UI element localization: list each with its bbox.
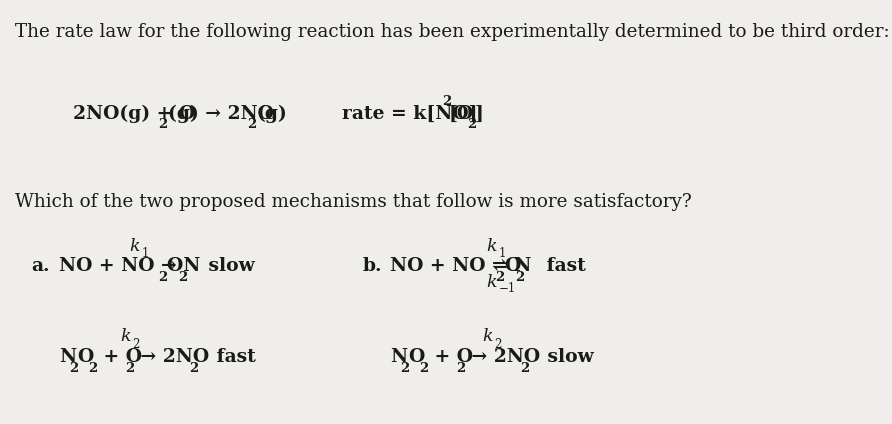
Text: O: O <box>78 348 94 365</box>
Text: O: O <box>504 257 520 275</box>
Text: NO + NO ⇌ N: NO + NO ⇌ N <box>390 257 532 275</box>
Text: 1: 1 <box>499 247 507 260</box>
Text: k: k <box>129 237 140 254</box>
Text: → 2NO: → 2NO <box>465 348 540 365</box>
Text: (g) → 2NO: (g) → 2NO <box>168 105 274 123</box>
Text: k: k <box>482 328 492 345</box>
Text: fast: fast <box>526 257 585 275</box>
Text: + O: + O <box>428 348 473 365</box>
Text: 2: 2 <box>126 362 135 375</box>
Text: O: O <box>408 348 425 365</box>
Text: + O: + O <box>97 348 142 365</box>
Text: 2: 2 <box>189 362 198 375</box>
Text: 2: 2 <box>457 362 466 375</box>
Text: Which of the two proposed mechanisms that follow is more satisfactory?: Which of the two proposed mechanisms tha… <box>15 193 692 211</box>
Text: 2: 2 <box>69 362 78 375</box>
Text: 2: 2 <box>132 338 140 351</box>
Text: 2NO(g) + O: 2NO(g) + O <box>73 105 195 123</box>
Text: The rate law for the following reaction has been experimentally determined to be: The rate law for the following reaction … <box>15 23 890 41</box>
Text: O: O <box>166 257 182 275</box>
Text: k: k <box>487 237 497 254</box>
Text: 2: 2 <box>400 362 409 375</box>
Text: 2: 2 <box>494 338 501 351</box>
Text: 2: 2 <box>88 362 97 375</box>
Text: 2: 2 <box>178 271 187 284</box>
Text: 2: 2 <box>516 271 524 284</box>
Text: ]: ] <box>475 105 483 123</box>
Text: rate = k[NO]: rate = k[NO] <box>342 105 477 123</box>
Text: 2: 2 <box>247 118 257 131</box>
Text: N: N <box>390 348 408 365</box>
Text: → 2NO: → 2NO <box>134 348 209 365</box>
Text: 2: 2 <box>467 118 476 131</box>
Text: NO + NO → N: NO + NO → N <box>59 257 201 275</box>
Text: 2: 2 <box>442 95 451 109</box>
Text: 2: 2 <box>496 271 505 284</box>
Text: k: k <box>120 328 130 345</box>
Text: N: N <box>59 348 77 365</box>
Text: 2: 2 <box>159 118 168 131</box>
Text: a.: a. <box>32 257 50 275</box>
Text: (g): (g) <box>256 105 286 123</box>
Text: 1: 1 <box>142 247 149 260</box>
Text: k: k <box>487 274 497 291</box>
Text: 2: 2 <box>419 362 428 375</box>
Text: slow: slow <box>189 257 254 275</box>
Text: [O: [O <box>449 105 474 123</box>
Text: slow: slow <box>528 348 594 365</box>
Text: b.: b. <box>362 257 382 275</box>
Text: 2: 2 <box>158 271 167 284</box>
Text: −1: −1 <box>499 282 516 296</box>
Text: fast: fast <box>197 348 256 365</box>
Text: 2: 2 <box>520 362 529 375</box>
